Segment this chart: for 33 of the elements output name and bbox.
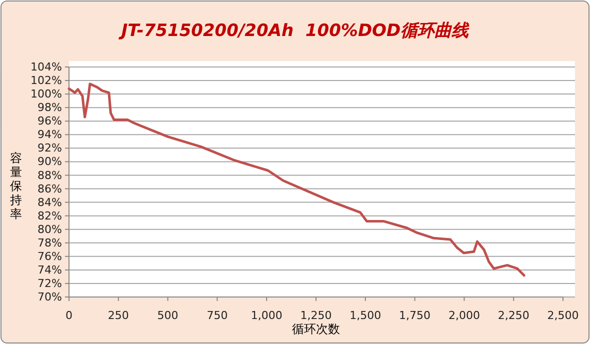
y-tick-label: 90% xyxy=(38,155,62,168)
x-tick-label: 500 xyxy=(157,308,178,322)
y-tick-label: 76% xyxy=(38,250,62,263)
y-tick-label: 94% xyxy=(38,128,62,142)
y-tick-label: 98% xyxy=(38,101,62,114)
line-series xyxy=(68,82,526,277)
x-tick-label: 0 xyxy=(66,308,72,322)
y-tick-label: 74% xyxy=(38,263,62,276)
x-tick-label: 2,500 xyxy=(547,308,579,322)
x-tick-label: 250 xyxy=(108,308,129,322)
y-tick-label: 84% xyxy=(38,196,62,209)
x-axis-title: 循环次数 xyxy=(292,322,340,336)
y-tick-label: 86% xyxy=(38,182,62,196)
y-tick-label: 72% xyxy=(38,276,62,290)
x-tick-label: 1,500 xyxy=(350,308,382,322)
y-tick-label: 88% xyxy=(38,168,62,182)
x-tick-label: 2,000 xyxy=(448,308,480,322)
y-tick-label: 96% xyxy=(38,114,62,128)
y-tick-label: 82% xyxy=(38,209,62,222)
y-tick-label: 80% xyxy=(38,222,62,236)
x-tick-label: 2,250 xyxy=(498,308,530,322)
y-tick-label: 104% xyxy=(30,60,62,74)
chart-title: JT-75150200/20Ah 100%DOD循环曲线 xyxy=(118,21,470,41)
y-tick-label: 70% xyxy=(38,290,62,304)
y-tick-label: 92% xyxy=(38,142,62,155)
x-tick-label: 750 xyxy=(206,308,228,322)
x-tick-label: 1,250 xyxy=(300,308,332,322)
y-axis-title: 容量保持率 xyxy=(10,151,22,221)
y-tick-label: 102% xyxy=(30,74,62,88)
y-tick-label: 78% xyxy=(38,236,62,250)
x-tick-label: 1,750 xyxy=(399,308,431,322)
x-tick-label: 1,000 xyxy=(250,308,282,322)
y-tick-label: 100% xyxy=(30,88,62,101)
